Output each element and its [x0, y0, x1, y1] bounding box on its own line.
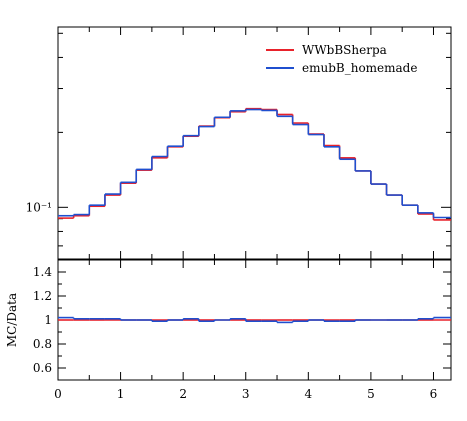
x-tick-label: 2	[179, 387, 187, 401]
legend-label-emubb-homemade: emubB_homemade	[302, 61, 417, 75]
main-panel: 10⁻¹ WWbBSherpa emubB_homemade	[26, 26, 452, 260]
legend-label-wwbbsherpa: WWbBSherpa	[302, 43, 387, 57]
main-ticks: 10⁻¹	[26, 27, 451, 259]
ratio-series-emubb-homemade	[58, 316, 451, 324]
x-tick-label: 6	[430, 387, 438, 401]
main-series	[58, 107, 451, 221]
ratio-y-tick-label: 0.8	[33, 337, 52, 351]
x-tick-label: 4	[304, 387, 312, 401]
main-y-tick-label: 10⁻¹	[26, 200, 52, 214]
x-tick-label: 1	[117, 387, 125, 401]
x-tick-label: 5	[367, 387, 375, 401]
series-emubb-homemade	[58, 108, 451, 219]
series-wwbbsherpa	[58, 107, 451, 221]
x-tick-label: 3	[242, 387, 250, 401]
ratio-ticks: 0 1 2 3 4 5 6 0.6 0.8 1 1.2 1.4	[33, 259, 451, 401]
ratio-y-tick-label: 1.2	[33, 289, 52, 303]
ratio-y-tick-label: 1.4	[33, 265, 52, 279]
x-tick-label: 0	[54, 387, 62, 401]
legend: WWbBSherpa emubB_homemade	[266, 43, 417, 75]
ratio-y-tick-label: 1	[44, 313, 52, 327]
ratio-panel: 0 1 2 3 4 5 6 0.6 0.8 1 1.2 1.4 MC/Data	[5, 259, 452, 401]
ratio-y-axis-label: MC/Data	[5, 293, 19, 347]
ratio-series	[58, 316, 451, 324]
ratio-y-tick-label: 0.6	[33, 361, 52, 375]
main-plot-frame	[57, 26, 452, 260]
